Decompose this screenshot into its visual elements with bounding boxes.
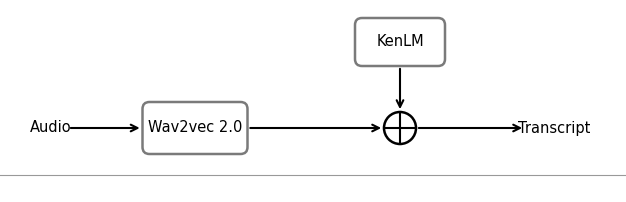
Text: Wav2vec 2.0: Wav2vec 2.0 <box>148 121 242 136</box>
Text: Transcript: Transcript <box>518 121 590 136</box>
FancyBboxPatch shape <box>143 102 247 154</box>
Text: KenLM: KenLM <box>376 35 424 49</box>
FancyBboxPatch shape <box>355 18 445 66</box>
Text: Audio: Audio <box>30 121 71 136</box>
Circle shape <box>384 112 416 144</box>
